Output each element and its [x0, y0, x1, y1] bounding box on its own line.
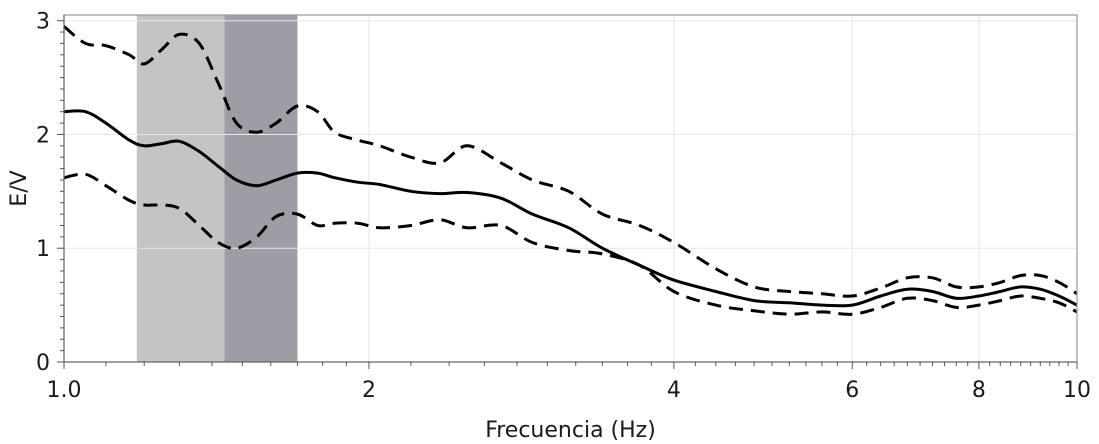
shaded-band-1 [136, 15, 225, 362]
shaded-band-2 [224, 15, 298, 362]
y-tick-label: 1 [36, 237, 50, 262]
series-lines [63, 25, 1078, 316]
x-tick-label: 1.0 [47, 378, 82, 403]
y-tick-label: 0 [36, 351, 50, 376]
x-tick-label: 4 [667, 378, 681, 403]
x-tick-label: 6 [845, 378, 859, 403]
x-tick-label: 8 [972, 378, 986, 403]
x-axis-label: Frecuencia (Hz) [485, 418, 656, 443]
y-tick-labels: 0 1 2 3 [36, 10, 50, 376]
series-mean-line [63, 109, 1078, 308]
grid [64, 15, 1077, 362]
y-tick-label: 2 [36, 123, 50, 148]
shaded-bands [136, 15, 298, 362]
y-axis-label: E/V [7, 170, 32, 206]
series-lower-dashed-line [63, 172, 1078, 316]
axis-ticks [57, 15, 1078, 369]
x-tick-labels: 1.0 2 4 6 8 10 [47, 378, 1092, 403]
series-upper-dashed-line [63, 25, 1078, 298]
y-tick-label: 3 [36, 10, 50, 35]
x-tick-label: 2 [362, 378, 376, 403]
x-tick-label: 10 [1063, 378, 1091, 403]
